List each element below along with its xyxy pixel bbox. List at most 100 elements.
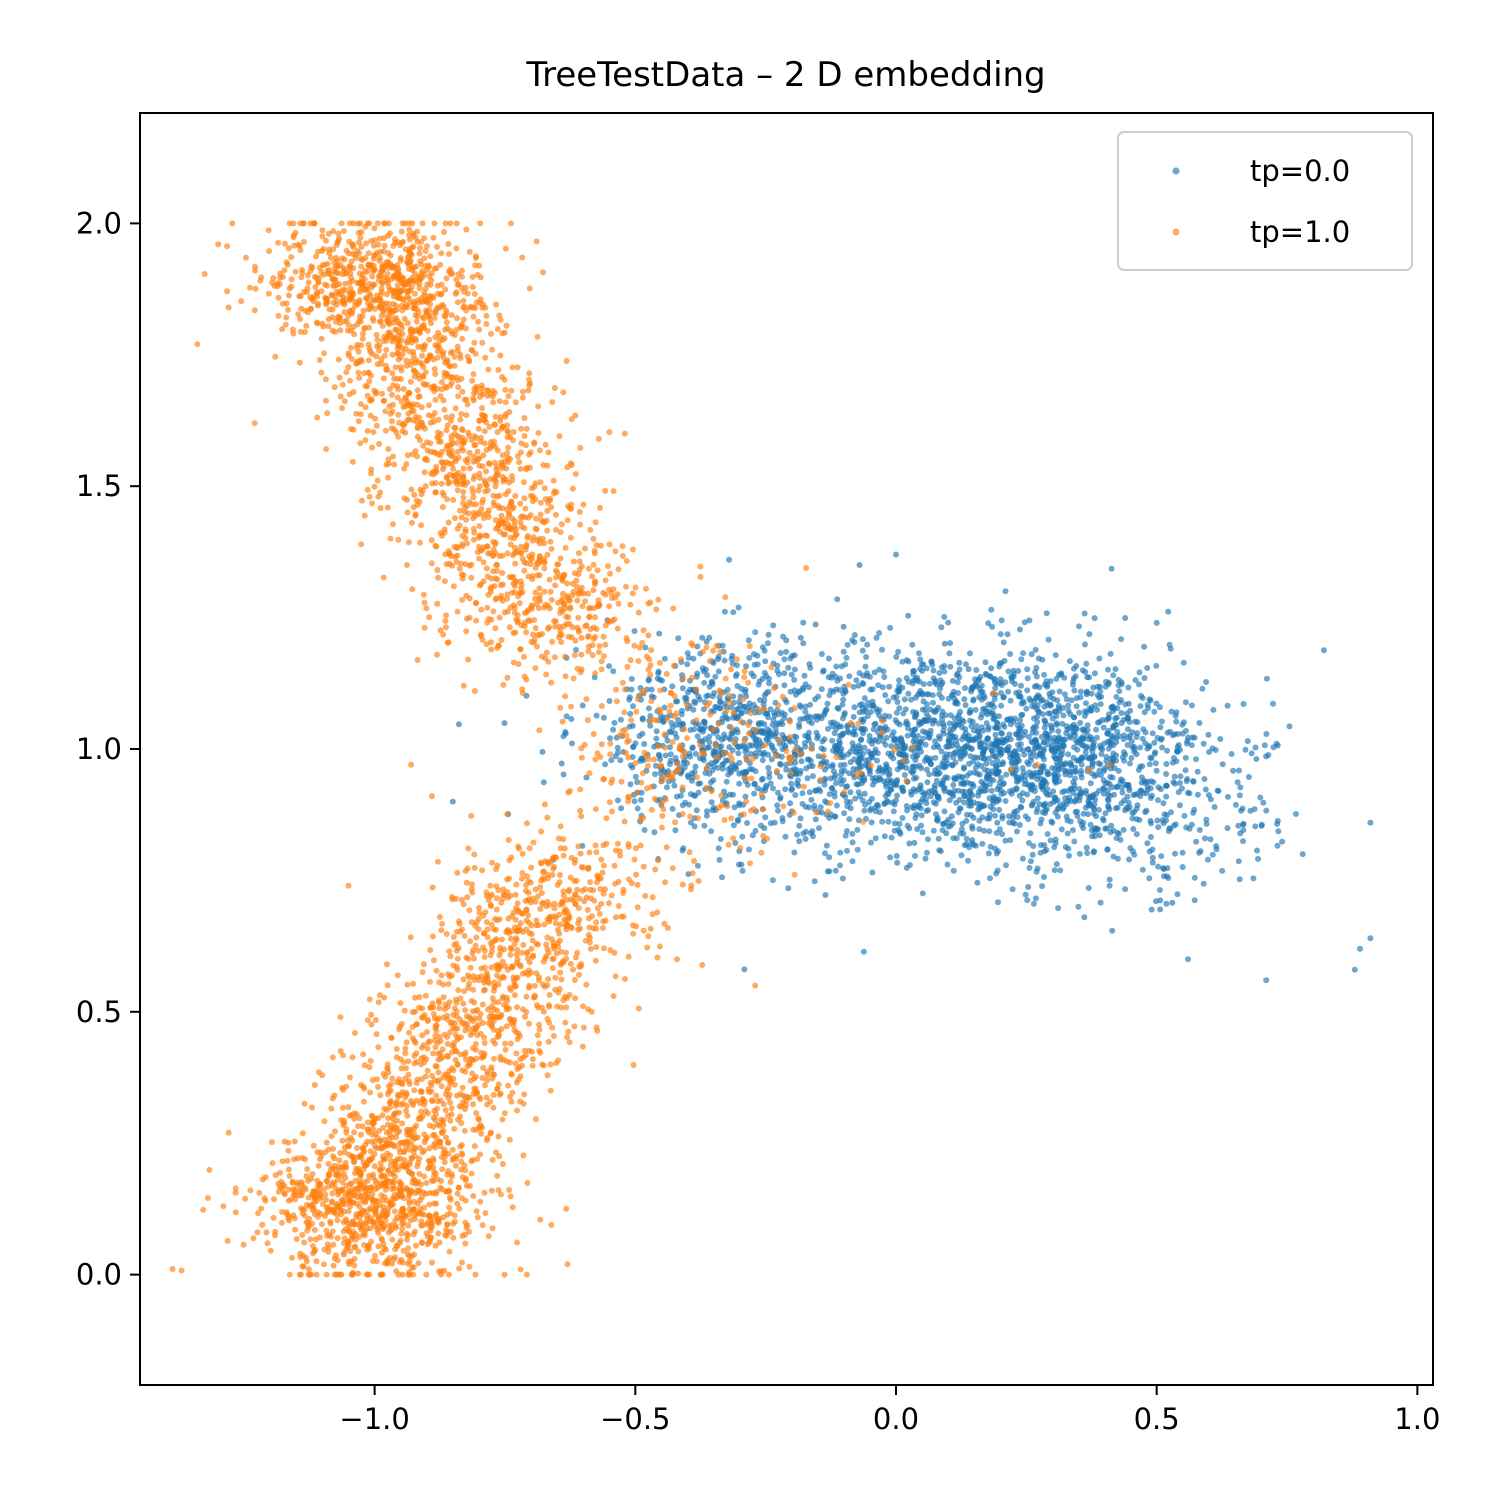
data-point <box>1169 759 1176 766</box>
data-point <box>684 650 691 657</box>
data-point <box>490 538 497 545</box>
data-point <box>1083 844 1090 851</box>
data-point <box>1017 693 1024 700</box>
data-point <box>736 780 743 787</box>
data-point <box>569 485 576 492</box>
data-point <box>1060 743 1066 750</box>
data-point <box>964 811 970 818</box>
data-point <box>475 318 481 325</box>
data-point <box>939 827 946 834</box>
data-point <box>766 733 773 740</box>
data-point <box>712 673 719 680</box>
data-point <box>906 840 913 847</box>
data-point <box>914 826 921 833</box>
data-point <box>397 376 404 382</box>
data-point <box>517 500 524 507</box>
data-point <box>783 648 790 655</box>
data-point <box>796 724 803 731</box>
data-point <box>1122 886 1129 893</box>
data-point <box>1237 830 1244 837</box>
data-point <box>384 504 391 511</box>
data-point <box>963 661 969 668</box>
data-point <box>950 867 957 874</box>
data-point <box>1107 774 1114 780</box>
data-point <box>353 410 360 417</box>
data-point <box>967 717 974 724</box>
data-point <box>444 496 451 503</box>
data-point <box>436 1005 443 1012</box>
data-point <box>954 679 961 686</box>
data-point <box>335 356 342 363</box>
data-point <box>490 987 497 994</box>
data-point <box>1253 756 1260 762</box>
data-point <box>1028 651 1035 658</box>
data-point <box>699 665 706 672</box>
data-point <box>1014 814 1021 820</box>
data-point <box>456 507 463 514</box>
data-point <box>1196 720 1203 726</box>
data-point <box>468 574 475 581</box>
data-point <box>632 584 639 591</box>
data-point <box>447 1179 454 1186</box>
data-point <box>628 676 635 682</box>
data-point <box>1151 739 1158 746</box>
data-point <box>887 854 894 861</box>
data-point <box>473 383 480 390</box>
data-point <box>910 786 917 793</box>
data-point <box>946 650 953 657</box>
data-point <box>691 698 698 705</box>
data-point <box>700 757 707 764</box>
data-point <box>851 639 858 646</box>
data-point <box>500 681 507 688</box>
data-point <box>570 558 577 565</box>
data-point <box>983 760 990 767</box>
data-point <box>1145 705 1151 712</box>
data-point <box>565 633 572 640</box>
data-point <box>1181 812 1188 819</box>
data-point <box>915 745 921 752</box>
data-point <box>900 710 907 717</box>
data-point <box>560 771 567 778</box>
data-point <box>691 823 698 830</box>
data-point <box>635 658 642 664</box>
data-point <box>677 792 684 799</box>
data-point <box>1087 780 1094 787</box>
data-point <box>1299 851 1306 858</box>
data-point <box>970 727 977 734</box>
data-point <box>761 825 768 832</box>
data-point <box>445 639 452 646</box>
data-point <box>1203 816 1210 823</box>
data-point <box>926 771 933 778</box>
data-point <box>893 551 899 558</box>
data-point <box>568 716 575 722</box>
data-point <box>740 703 747 710</box>
data-point <box>265 227 272 234</box>
data-point <box>376 440 383 447</box>
data-point <box>683 695 690 702</box>
data-point <box>458 444 465 451</box>
data-point <box>453 326 460 333</box>
data-point <box>963 817 970 824</box>
data-point <box>1032 895 1039 902</box>
data-point <box>958 826 965 833</box>
data-point <box>516 459 523 466</box>
data-point <box>571 570 578 577</box>
data-point <box>887 624 894 631</box>
data-point <box>901 696 908 703</box>
data-point <box>434 651 440 658</box>
data-point <box>1122 701 1129 708</box>
data-point <box>708 828 715 835</box>
data-point <box>479 339 486 346</box>
data-point <box>560 389 567 396</box>
data-point <box>757 697 764 703</box>
data-point <box>992 812 998 819</box>
data-point <box>847 759 854 766</box>
data-point <box>1103 753 1110 760</box>
data-point <box>980 802 987 809</box>
data-point <box>1250 875 1257 882</box>
data-point <box>482 354 489 361</box>
data-point <box>577 444 584 451</box>
data-point <box>1199 685 1206 692</box>
data-point <box>860 948 867 955</box>
data-point <box>997 746 1004 752</box>
